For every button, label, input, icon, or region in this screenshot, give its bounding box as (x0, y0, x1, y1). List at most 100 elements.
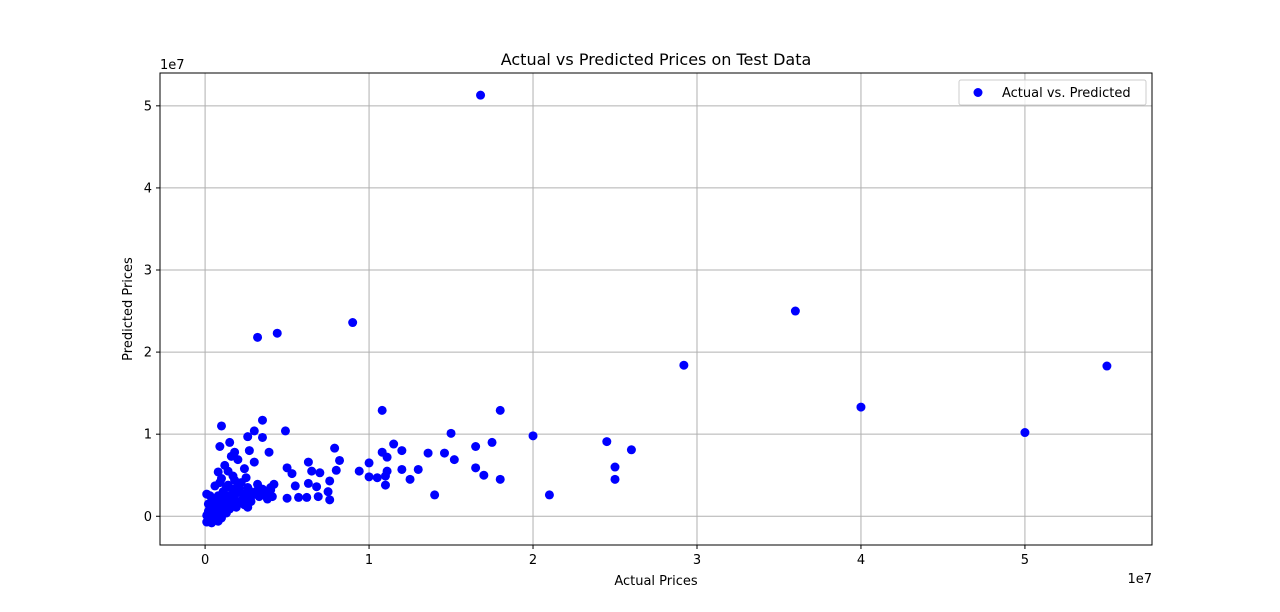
x-tick-label: 4 (857, 553, 865, 568)
data-point (287, 469, 297, 479)
data-point (479, 470, 489, 480)
data-point (495, 474, 505, 484)
data-point (253, 332, 263, 342)
data-point (312, 482, 322, 492)
data-point (264, 447, 274, 457)
data-point (856, 402, 866, 412)
data-point (290, 481, 300, 491)
data-point (325, 495, 335, 505)
data-point (544, 490, 554, 500)
data-point (243, 432, 253, 442)
data-point (249, 426, 259, 436)
data-point (405, 474, 415, 484)
data-point (430, 490, 440, 500)
data-point (243, 502, 253, 512)
data-point (207, 518, 217, 528)
data-point (1102, 361, 1112, 371)
y-tick-label: 5 (144, 99, 152, 114)
data-point (423, 448, 433, 458)
chart-title: Actual vs Predicted Prices on Test Data (501, 50, 812, 69)
plot-area-frame (159, 72, 1153, 546)
data-point (280, 426, 290, 436)
data-point (294, 492, 304, 502)
data-point (226, 451, 236, 461)
x-axis-offset-label: 1e7 (1127, 572, 1152, 587)
y-tick-label: 3 (144, 264, 152, 279)
x-tick-label: 3 (693, 553, 701, 568)
data-point (348, 318, 358, 328)
legend: Actual vs. Predicted (958, 79, 1147, 106)
x-tick-label: 1 (365, 553, 373, 568)
data-point (610, 474, 620, 484)
data-point (233, 481, 243, 491)
data-point (315, 468, 325, 478)
data-point (495, 405, 505, 415)
data-point (1020, 428, 1030, 438)
x-axis-title: Actual Prices (614, 574, 698, 589)
data-point (223, 480, 233, 490)
data-point (244, 446, 254, 456)
data-point (266, 485, 276, 495)
data-point (241, 473, 251, 483)
y-tick-label: 1 (144, 428, 152, 443)
y-tick-label: 0 (144, 510, 152, 525)
data-point (313, 492, 323, 502)
x-tick-label: 0 (201, 553, 209, 568)
data-point (302, 492, 312, 502)
legend-marker (973, 88, 983, 97)
data-point (397, 446, 407, 456)
data-point (790, 306, 800, 316)
y-tick-label: 4 (144, 181, 152, 196)
data-point (382, 452, 392, 462)
data-point (303, 478, 313, 488)
legend-label: Actual vs. Predicted (1002, 86, 1131, 101)
data-points (202, 90, 1112, 528)
data-point (364, 458, 374, 468)
data-point (216, 421, 226, 431)
data-point (364, 472, 374, 482)
y-axis-offset-label: 1e7 (160, 58, 185, 73)
data-point (282, 493, 292, 503)
data-point (528, 431, 538, 441)
data-point (602, 437, 612, 447)
data-point (307, 466, 317, 476)
data-point (446, 428, 456, 438)
data-point (303, 457, 313, 467)
y-axis-title: Predicted Prices (121, 257, 136, 361)
data-point (377, 405, 387, 415)
data-point (487, 437, 497, 447)
data-point (331, 465, 341, 475)
data-point (225, 437, 235, 447)
y-axis-ticks: 0 1 2 3 4 5 (144, 99, 160, 525)
data-point (449, 455, 459, 465)
data-point (257, 432, 267, 442)
data-point (243, 483, 253, 493)
data-point (215, 478, 225, 488)
data-point (323, 487, 333, 497)
data-point (239, 464, 249, 474)
data-point (389, 439, 399, 449)
x-axis-ticks: 0 1 2 3 4 5 (201, 545, 1029, 568)
y-tick-label: 2 (144, 346, 152, 361)
legend-box (958, 79, 1147, 106)
data-point (257, 415, 267, 425)
data-point (626, 445, 636, 455)
data-point (335, 455, 345, 465)
data-point (397, 464, 407, 474)
data-point (380, 471, 390, 481)
data-point (476, 90, 486, 100)
data-point (330, 443, 340, 453)
data-point (610, 462, 620, 472)
data-point (439, 448, 449, 458)
x-tick-label: 5 (1021, 553, 1029, 568)
data-point (471, 441, 481, 451)
data-point (471, 463, 481, 473)
data-point (372, 473, 382, 483)
data-point (228, 471, 238, 481)
x-tick-label: 2 (529, 553, 537, 568)
data-point (679, 360, 689, 370)
data-point (413, 464, 423, 474)
data-point (202, 489, 212, 499)
